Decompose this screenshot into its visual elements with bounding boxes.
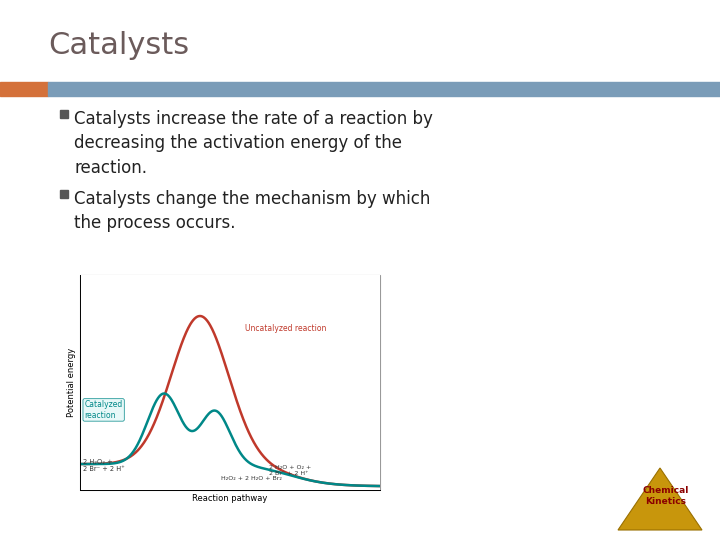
Text: Catalysts change the mechanism by which
the process occurs.: Catalysts change the mechanism by which … [74, 190, 431, 232]
Text: Catalysts increase the rate of a reaction by
decreasing the activation energy of: Catalysts increase the rate of a reactio… [74, 110, 433, 177]
Polygon shape [618, 468, 702, 530]
X-axis label: Reaction pathway: Reaction pathway [192, 494, 268, 503]
Text: Catalysts: Catalysts [48, 30, 189, 59]
Text: Uncatalyzed reaction: Uncatalyzed reaction [245, 324, 326, 333]
Bar [80, 275, 380, 490]
Text: 2 H₂O₂ +
2 Br⁻ + 2 H⁺: 2 H₂O₂ + 2 Br⁻ + 2 H⁺ [83, 459, 125, 472]
Bar [60, 110, 68, 118]
Text: H₂O₂ + 2 H₂O + Br₂: H₂O₂ + 2 H₂O + Br₂ [221, 476, 282, 481]
Text: Chemical
Kinetics: Chemical Kinetics [643, 486, 689, 505]
Bar [60, 190, 68, 198]
Bar [48, 82, 720, 96]
Bar [0, 82, 48, 96]
Text: 2 H₂O + O₂ +
2 Br⁻ + 2 H⁺: 2 H₂O + O₂ + 2 Br⁻ + 2 H⁺ [269, 465, 311, 476]
Y-axis label: Potential energy: Potential energy [67, 348, 76, 417]
Text: Catalyzed
reaction: Catalyzed reaction [84, 400, 122, 420]
